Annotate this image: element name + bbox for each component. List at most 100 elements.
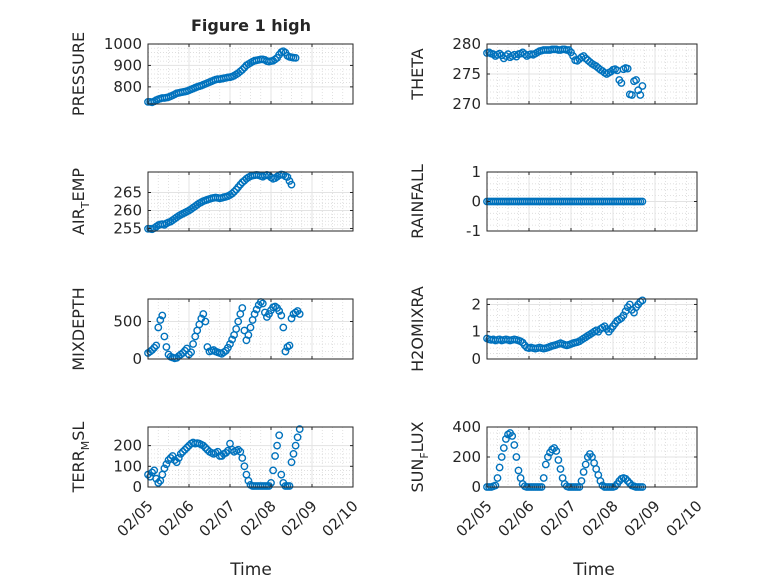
data-point (152, 474, 161, 483)
data-point (512, 453, 521, 461)
data-point (493, 474, 502, 482)
data-point (180, 445, 189, 454)
data-point (182, 443, 191, 452)
y-tick-label: 0 (471, 193, 481, 211)
data-point (287, 180, 296, 189)
data-point (638, 296, 647, 305)
y-tick-label: 200 (113, 437, 142, 455)
y-tick-label: 280 (452, 35, 481, 53)
y-axis-label: TERRMSL (69, 422, 92, 494)
axes-box (147, 426, 354, 488)
data-point (277, 470, 286, 479)
data-point (160, 332, 169, 341)
data-point (246, 323, 255, 332)
data-point (160, 464, 169, 473)
data-point (621, 474, 630, 483)
data-point (236, 67, 245, 76)
data-point (172, 458, 181, 467)
data-point (295, 310, 304, 318)
data-point (240, 462, 249, 471)
data-point (250, 310, 259, 318)
data-point (150, 343, 159, 352)
data-point (623, 64, 632, 73)
data-point (554, 456, 563, 464)
y-tick-label: 260 (113, 201, 142, 219)
data-point (556, 465, 565, 473)
y-tick-label: 500 (113, 313, 142, 331)
y-axis-label: SUNFLUX (408, 421, 431, 492)
axes-box (147, 298, 354, 360)
plot-area (148, 172, 353, 231)
axes-box (147, 43, 354, 105)
data-point (501, 435, 510, 443)
data-point (187, 348, 196, 357)
y-tick-label: 255 (113, 219, 142, 237)
data-point (281, 347, 290, 356)
data-point (154, 323, 163, 332)
data-point (189, 340, 198, 348)
y-axis-label: H2OMIXRA (408, 286, 427, 372)
subplot-row3-right: 0 1 2 H2OMIXRA (408, 286, 698, 372)
data-point (162, 460, 171, 469)
data-point (238, 304, 247, 312)
data-point (285, 482, 294, 490)
data-point (289, 449, 298, 458)
data-point (154, 478, 163, 487)
data-point (238, 65, 247, 74)
data-point (495, 463, 504, 472)
data-point (201, 443, 210, 452)
data-point (636, 91, 645, 99)
data-point (148, 468, 157, 477)
data-point (287, 458, 296, 467)
y-tick-label: 400 (452, 418, 481, 436)
axes-box (147, 171, 354, 232)
data-point (617, 79, 626, 87)
data-point (178, 447, 187, 456)
axes-box (486, 298, 698, 360)
data-point (232, 325, 241, 333)
data-point (277, 311, 286, 320)
data-point (223, 343, 232, 352)
data-point (628, 91, 636, 99)
data-point (508, 432, 517, 440)
y-axis-label: AIRTEMP (69, 168, 92, 235)
data-point (579, 468, 588, 476)
data-point (544, 453, 552, 461)
data-point (148, 346, 157, 354)
x-axis-label-left: Time (229, 560, 272, 580)
data-point (271, 452, 279, 460)
y-tick-label: 265 (113, 184, 142, 202)
y-axis-label: MIXDEPTH (69, 287, 88, 370)
y-tick-label: 0 (132, 350, 142, 368)
y-axis-label: PRESSURE (69, 32, 88, 116)
data-point (497, 453, 506, 461)
data-point (611, 482, 619, 491)
subplot-row2-right: -1 0 1 RAINFALL (408, 163, 698, 240)
data-point (174, 454, 183, 462)
data-point (176, 449, 185, 458)
y-tick-label: 1 (471, 323, 481, 341)
data-point (295, 425, 304, 433)
data-point (632, 76, 640, 84)
data-point (291, 308, 300, 317)
data-point (234, 317, 243, 326)
y-tick-label: 1000 (104, 35, 142, 53)
data-point (158, 311, 167, 320)
data-point (581, 460, 590, 469)
data-point (228, 189, 237, 198)
y-axis-label: RAINFALL (408, 164, 427, 239)
data-point (623, 477, 632, 485)
data-point (238, 454, 247, 462)
data-point (166, 454, 175, 462)
data-point (596, 477, 605, 485)
data-point (495, 49, 504, 58)
data-point (258, 299, 267, 308)
data-point (201, 317, 210, 326)
data-point (275, 431, 284, 440)
data-point (273, 441, 281, 450)
data-point (514, 466, 523, 475)
data-point (230, 187, 239, 196)
data-point (150, 466, 159, 475)
